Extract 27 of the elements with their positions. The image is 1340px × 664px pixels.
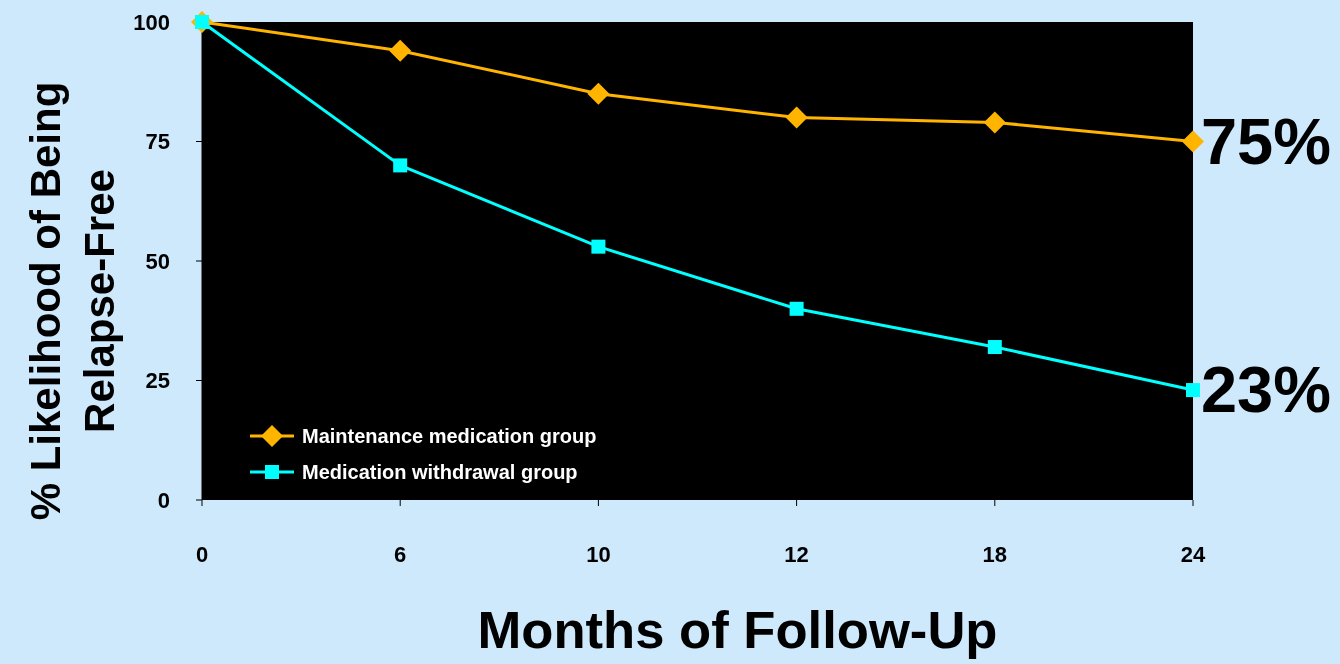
point: [983, 111, 1006, 134]
point: [987, 340, 1002, 355]
point: [389, 39, 412, 62]
annotation: 75%: [1201, 105, 1331, 178]
point: [1182, 130, 1204, 153]
point: [591, 239, 606, 254]
y-tick-label: 0: [157, 487, 170, 513]
legend-label: Maintenance medication group: [302, 425, 597, 447]
x-tick-label: 18: [982, 542, 1008, 567]
x-axis-title: Months of Follow-Up: [477, 601, 998, 659]
y-tick-label: 25: [145, 368, 170, 394]
y-tick-label: 100: [133, 9, 170, 35]
x-tick-label: 6: [394, 542, 407, 567]
x-tick-label: 10: [586, 542, 611, 567]
y-axis-title: % Likelihood of Being Relapse-Free: [22, 81, 123, 521]
x-tick-label: 0: [195, 542, 209, 567]
point: [789, 301, 804, 316]
legend-label: Medication withdrawal group: [302, 461, 578, 483]
point: [587, 82, 610, 105]
point: [393, 158, 408, 173]
y-tick-label: 50: [145, 248, 170, 274]
y-tick-label: 75: [145, 129, 170, 155]
point: [785, 106, 808, 129]
x-tick-label: 24: [1180, 542, 1206, 567]
point: [1186, 383, 1200, 398]
x-tick-label: 12: [784, 542, 809, 567]
annotation: 23%: [1201, 354, 1331, 427]
